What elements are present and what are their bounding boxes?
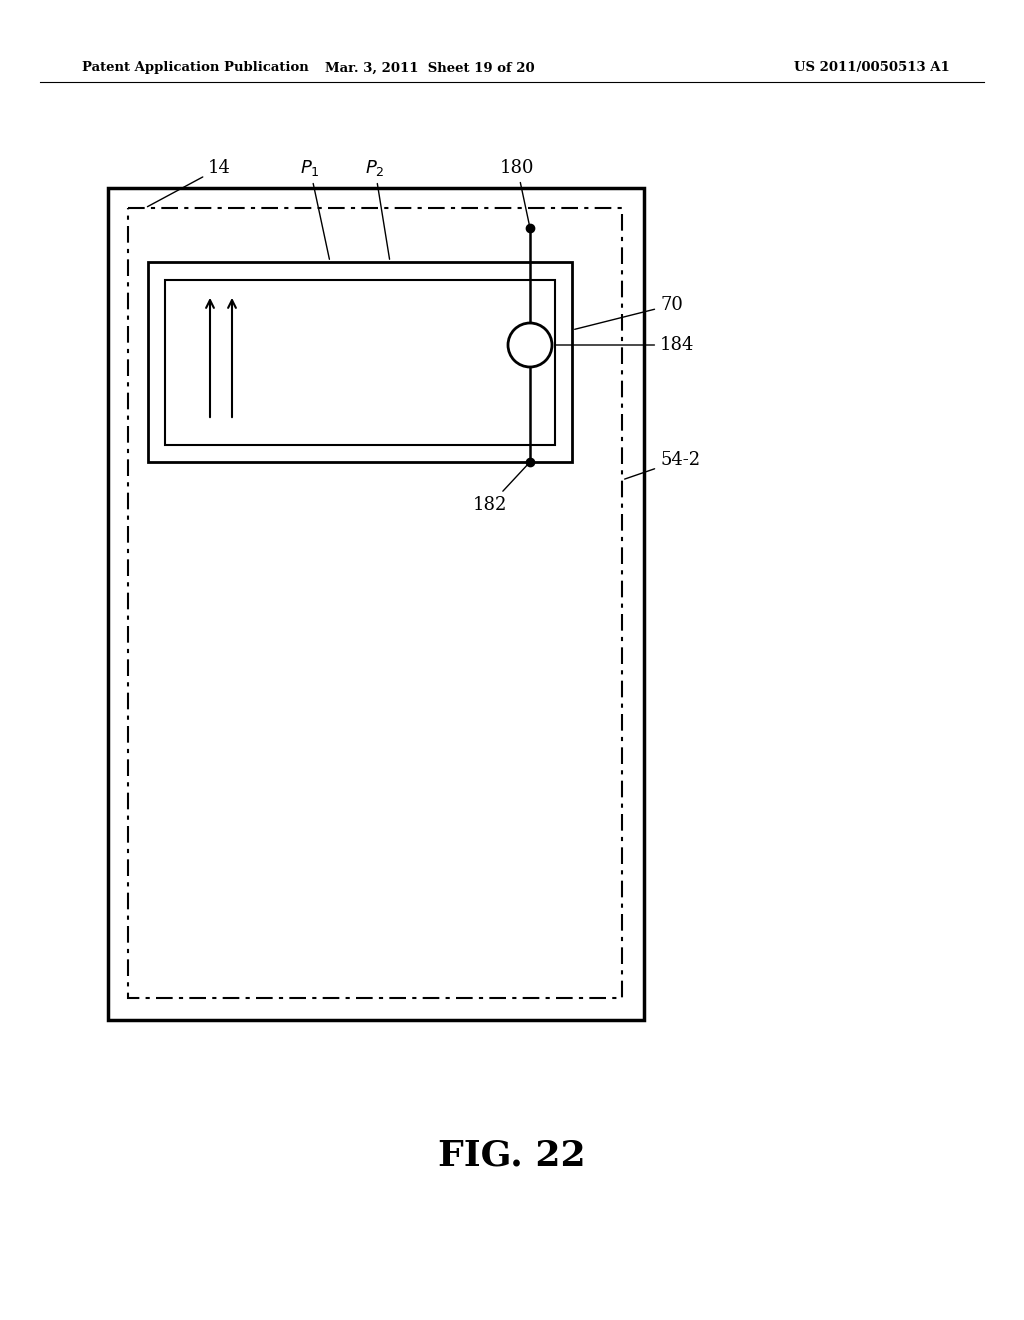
Circle shape [508, 323, 552, 367]
Text: $P_2$: $P_2$ [365, 158, 389, 259]
Bar [165, 280, 555, 445]
Bar [128, 209, 622, 998]
Text: Patent Application Publication: Patent Application Publication [82, 62, 309, 74]
Text: 184: 184 [555, 337, 694, 354]
Text: 180: 180 [500, 158, 535, 226]
Text: 54-2: 54-2 [625, 451, 700, 479]
Text: 70: 70 [574, 296, 683, 329]
Text: Mar. 3, 2011  Sheet 19 of 20: Mar. 3, 2011 Sheet 19 of 20 [326, 62, 535, 74]
Text: 14: 14 [147, 158, 230, 207]
Text: FIG. 22: FIG. 22 [438, 1138, 586, 1172]
Text: 182: 182 [473, 465, 528, 513]
Text: $P_1$: $P_1$ [300, 158, 330, 259]
Bar [148, 261, 572, 462]
Bar [108, 187, 644, 1020]
Text: US 2011/0050513 A1: US 2011/0050513 A1 [795, 62, 950, 74]
